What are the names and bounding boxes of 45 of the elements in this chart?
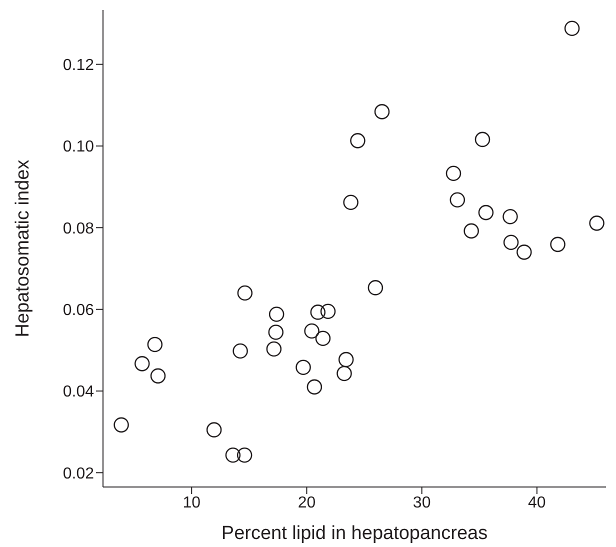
x-tick-label: 30 [412, 494, 431, 512]
y-tick-label: 0.10 [62, 138, 94, 156]
point [343, 194, 358, 210]
y-tick-label: 0.08 [62, 220, 94, 238]
point [589, 216, 604, 231]
point [374, 104, 390, 120]
point [304, 323, 320, 339]
point [503, 234, 519, 250]
point [114, 417, 129, 433]
y-tick-label: 0.06 [62, 302, 94, 320]
point [450, 192, 466, 208]
point [236, 447, 252, 463]
point [464, 223, 479, 239]
x-tick-label: 20 [298, 494, 316, 512]
point [336, 366, 352, 382]
x-axis-title: Percent lipid in hepatopancreas [221, 523, 488, 544]
point [516, 244, 532, 260]
point [474, 132, 490, 148]
x-tick-label: 40 [528, 494, 546, 512]
point [150, 368, 166, 384]
point [268, 324, 284, 340]
point [134, 356, 150, 372]
y-tick-label: 0.02 [62, 465, 94, 482]
point [338, 352, 354, 368]
point [350, 133, 366, 148]
y-axis-title: Hepatosomatic index [12, 159, 34, 338]
point [232, 343, 248, 359]
y-tick-label: 0.04 [62, 384, 94, 401]
point [550, 236, 566, 252]
x-tick-label: 10 [182, 494, 201, 512]
point [368, 280, 384, 296]
point [147, 336, 163, 352]
point [564, 20, 580, 36]
point [446, 166, 462, 182]
point [237, 285, 253, 301]
point [502, 208, 518, 224]
point [268, 306, 284, 322]
point [206, 422, 222, 438]
point [478, 204, 494, 220]
y-tick-label: 0.12 [62, 56, 94, 74]
point [320, 304, 336, 320]
point [266, 341, 282, 357]
point [306, 379, 322, 395]
point [296, 360, 311, 375]
point [315, 330, 331, 346]
